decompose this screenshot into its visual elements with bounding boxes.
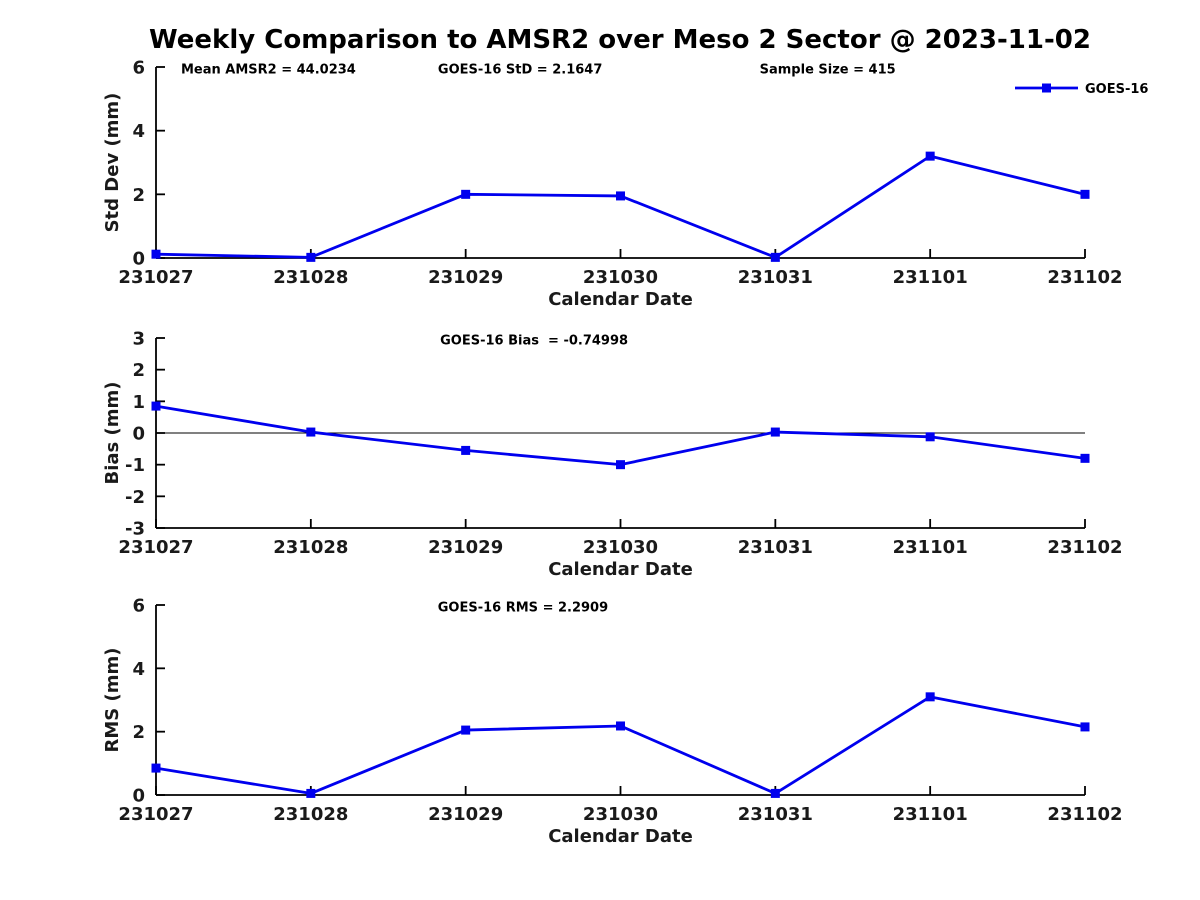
series-line [155, 154, 1086, 259]
y-tick-label: 2 [132, 360, 145, 381]
series-line [155, 404, 1086, 467]
y-tick-label: 2 [132, 185, 145, 206]
x-axis-label: Calendar Date [548, 826, 693, 847]
data-point-marker [151, 401, 161, 411]
annotation: GOES-16 StD = 2.1647 [438, 63, 602, 78]
data-point-marker [461, 189, 471, 199]
x-tick-label: 231027 [118, 804, 193, 825]
data-point-marker [925, 432, 935, 442]
y-tick-label: -1 [125, 455, 145, 476]
y-tick-label: 0 [132, 786, 145, 807]
y-tick-label: 1 [132, 392, 145, 413]
y-tick-label: 4 [132, 659, 145, 680]
data-point-marker [151, 763, 161, 773]
x-tick-label: 231027 [118, 537, 193, 558]
annotation: GOES-16 RMS = 2.2909 [438, 601, 608, 616]
annotation: Mean AMSR2 = 44.0234 [181, 63, 356, 78]
y-tick-label: 6 [132, 58, 145, 79]
x-tick-label: 231030 [583, 537, 658, 558]
x-tick-label: 231030 [583, 267, 658, 288]
x-tick-label: 231027 [118, 267, 193, 288]
annotation: GOES-16 Bias = -0.74998 [440, 334, 628, 349]
data-point-marker [1080, 453, 1090, 463]
data-point-marker [1080, 722, 1090, 732]
data-point-marker [616, 721, 625, 731]
x-tick-label: 231031 [738, 267, 813, 288]
legend-label: GOES-16 [1085, 82, 1148, 97]
y-tick-label: -2 [125, 487, 145, 508]
x-tick-label: 231029 [428, 267, 503, 288]
chart-title: Weekly Comparison to AMSR2 over Meso 2 S… [149, 25, 1091, 55]
y-tick-label: -3 [125, 519, 145, 540]
x-axis-label: Calendar Date [548, 559, 693, 580]
x-tick-label: 231102 [1047, 804, 1122, 825]
data-point-marker [461, 445, 471, 455]
x-tick-label: 231101 [893, 537, 968, 558]
data-point-marker [770, 427, 780, 437]
data-point-marker [306, 427, 316, 437]
data-point-marker [925, 692, 935, 702]
data-point-marker [1080, 189, 1090, 199]
annotation: Sample Size = 415 [760, 63, 896, 78]
data-point-marker [616, 191, 625, 201]
x-tick-label: 231029 [428, 804, 503, 825]
x-tick-label: 231102 [1047, 537, 1122, 558]
data-point-marker [461, 725, 471, 735]
data-point-marker [306, 252, 316, 262]
y-tick-label: 6 [132, 596, 145, 617]
x-tick-label: 231028 [273, 804, 348, 825]
y-axis-label: RMS (mm) [102, 648, 123, 753]
subplot-std-dev: 0 2 4 6 231027 231028 231029 231030 231031 231101… [102, 58, 1148, 311]
series-line [155, 695, 1086, 795]
x-tick-label: 231102 [1047, 267, 1122, 288]
x-tick-label: 231101 [893, 267, 968, 288]
data-point-marker [770, 252, 780, 262]
x-axis-label: Calendar Date [548, 289, 693, 310]
x-tick-label: 231031 [738, 537, 813, 558]
data-point-marker [151, 249, 161, 259]
data-point-marker [306, 788, 316, 798]
x-tick-label: 231030 [583, 804, 658, 825]
data-point-marker [616, 460, 625, 470]
legend-marker [1042, 83, 1051, 93]
data-point-marker [925, 151, 935, 161]
y-axis-label: Std Dev (mm) [102, 93, 123, 233]
x-tick-label: 231028 [273, 537, 348, 558]
y-tick-label: 4 [132, 121, 145, 142]
y-tick-label: 2 [132, 722, 145, 743]
x-tick-label: 231028 [273, 267, 348, 288]
x-tick-label: 231029 [428, 537, 503, 558]
subplot-rms: 0 2 4 6 231027 231028 231029 231030 231031 231101… [102, 596, 1123, 848]
y-axis-label: Bias (mm) [102, 382, 123, 485]
x-tick-label: 231101 [893, 804, 968, 825]
y-tick-label: 3 [132, 329, 145, 350]
subplot-bias: -3 -2 -1 0 1 2 3 231027 231028 231029 231030 231031… [102, 329, 1123, 581]
x-tick-label: 231031 [738, 804, 813, 825]
data-point-marker [770, 788, 780, 798]
y-tick-label: 0 [132, 424, 145, 445]
y-tick-label: 0 [132, 249, 145, 270]
